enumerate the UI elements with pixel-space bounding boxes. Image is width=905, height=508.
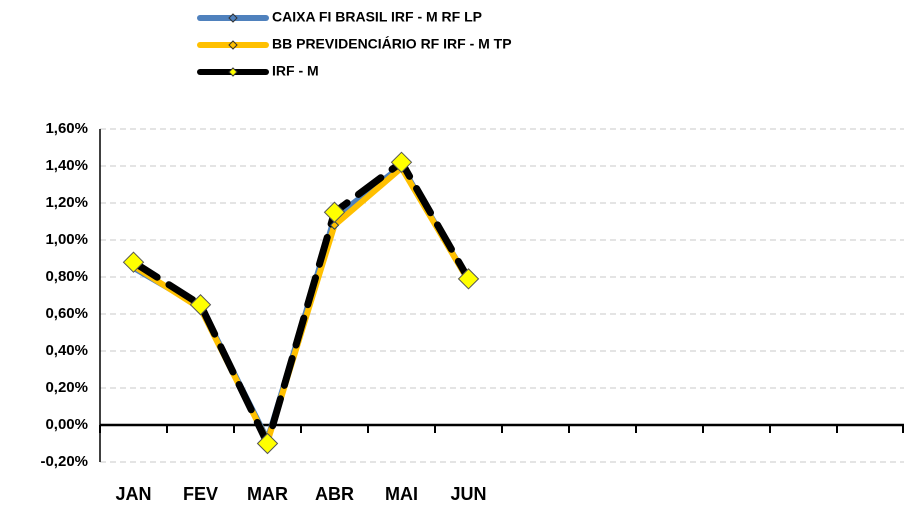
x-tick-label: MAR: [247, 484, 288, 504]
marker: [329, 220, 340, 230]
marker: [390, 151, 413, 174]
y-tick-label: -0,20%: [40, 453, 88, 470]
x-tick-label: MAI: [385, 484, 418, 504]
y-tick-label: 0,60%: [45, 305, 88, 322]
legend-label: BB PREVIDENCIÁRIO RF IRF - M TP: [272, 36, 512, 52]
marker: [323, 201, 346, 223]
x-tick-label: JAN: [115, 484, 151, 504]
y-tick-label: 1,40%: [45, 157, 88, 174]
series-line: [130, 164, 472, 445]
y-tick-label: 0,00%: [45, 416, 88, 433]
marker: [256, 432, 279, 455]
legend-label: CAIXA FI BRASIL IRF - M RF LP: [272, 9, 482, 25]
legend-marker: [228, 13, 238, 23]
marker: [122, 251, 145, 273]
y-tick-label: 1,20%: [45, 194, 88, 211]
x-tick-label: ABR: [315, 484, 354, 504]
legend-label: IRF - M: [272, 63, 319, 79]
marker: [457, 268, 480, 290]
y-tick-label: 0,80%: [45, 268, 88, 285]
legend-marker: [228, 40, 238, 50]
x-tick-label: FEV: [183, 484, 218, 504]
x-tick-label: JUN: [450, 484, 486, 504]
y-tick-label: 0,40%: [45, 342, 88, 359]
series-line: [130, 163, 472, 443]
y-tick-label: 1,60%: [45, 120, 88, 137]
series-line: [130, 158, 472, 447]
marker: [189, 294, 212, 316]
y-tick-label: 1,00%: [45, 231, 88, 248]
legend-marker: [228, 67, 238, 77]
y-tick-label: 0,20%: [45, 379, 88, 396]
